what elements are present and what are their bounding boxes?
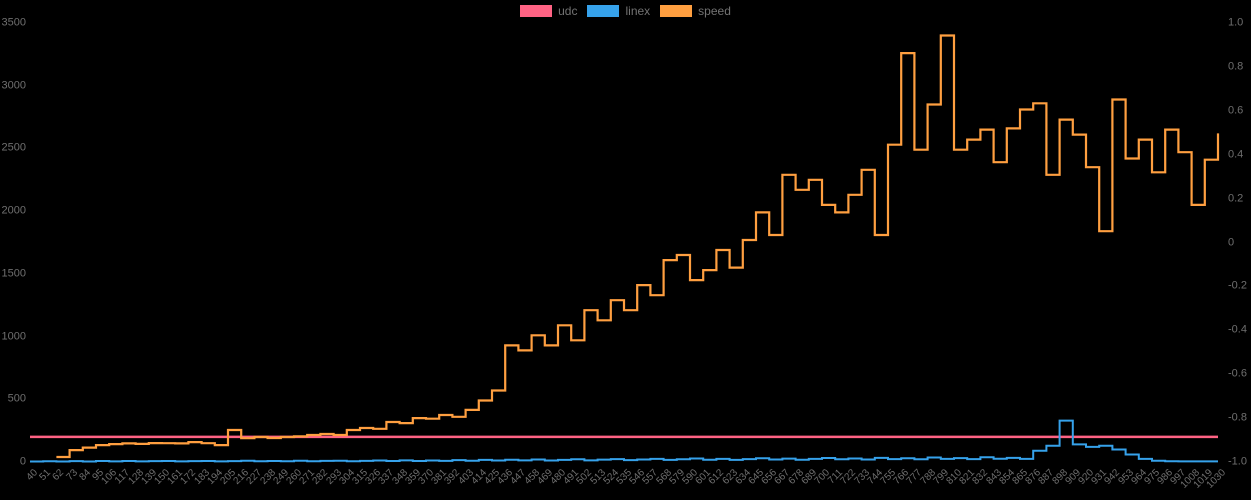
series-line-speed [56, 34, 1220, 459]
y-axis-right-tick-label: 0.6 [1228, 104, 1244, 117]
y-axis-right-tick-label: -0.4 [1228, 323, 1247, 336]
legend-label-udc: udc [558, 4, 578, 18]
y-axis-right-tick-label: 1.0 [1228, 16, 1244, 29]
y-axis-right-tick-label: -0.8 [1228, 411, 1247, 424]
legend-item-udc[interactable]: udc [520, 4, 577, 18]
y-axis-right-tick-label: 0.2 [1228, 192, 1244, 205]
y-axis-right-tick-label: 0.4 [1228, 148, 1244, 161]
chart-legend: udc linex speed [0, 4, 1251, 18]
y-axis-left-tick-label: 0 [19, 455, 26, 468]
y-axis-right-tick-label: 0.8 [1228, 60, 1244, 73]
y-axis-right-tick-label: 0 [1228, 236, 1235, 248]
y-axis-right-tick-label: -0.2 [1228, 279, 1247, 292]
y-axis-left-tick-label: 3000 [1, 79, 26, 92]
y-axis-left-tick-label: 1000 [1, 330, 26, 343]
legend-item-speed[interactable]: speed [660, 4, 731, 18]
legend-label-speed: speed [698, 4, 731, 18]
legend-color-box-speed [660, 5, 693, 17]
legend-label-linex: linex [625, 4, 651, 18]
y-axis-left-tick-label: 500 [7, 392, 26, 405]
series-line-linex [30, 419, 1218, 463]
y-axis-left-tick-label: 1500 [1, 267, 26, 280]
legend-color-box-udc [520, 5, 553, 17]
y-axis-right-tick-label: -1.0 [1228, 455, 1247, 468]
legend-color-box-linex [587, 5, 620, 17]
y-axis-left-tick-label: 3500 [1, 16, 26, 29]
y-axis-left-tick-label: 2000 [1, 204, 26, 217]
legend-item-linex[interactable]: linex [587, 4, 650, 18]
y-axis-left-tick-label: 2500 [1, 141, 26, 154]
y-axis-right-tick-label: -0.6 [1228, 367, 1247, 380]
